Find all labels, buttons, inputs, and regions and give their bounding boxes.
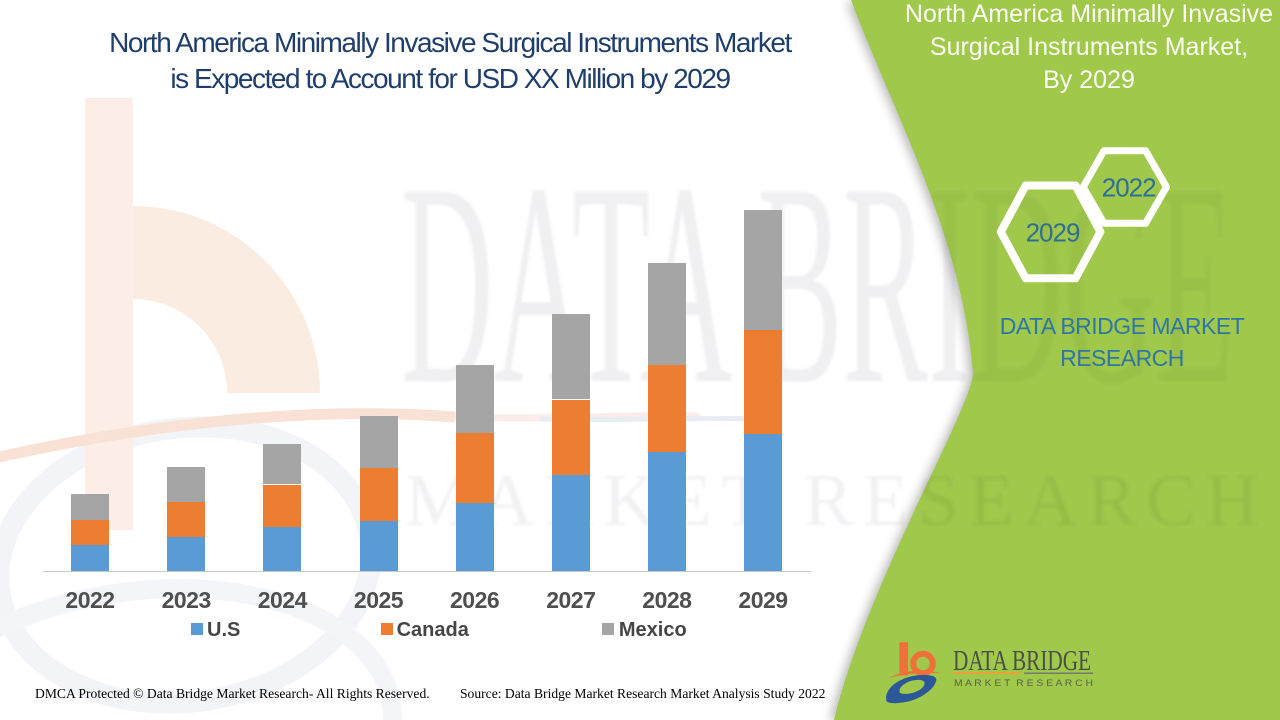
svg-text:M A R K E T R E S E A R C H: M A R K E T R E S E A R C H	[954, 678, 1093, 688]
svg-text:DATA BRIDGE: DATA BRIDGE	[953, 646, 1091, 677]
svg-text:2029: 2029	[1026, 218, 1080, 248]
svg-text:2022: 2022	[1102, 173, 1156, 203]
svg-text:MARKET RESEARCH: MARKET RESEARCH	[405, 460, 1259, 542]
